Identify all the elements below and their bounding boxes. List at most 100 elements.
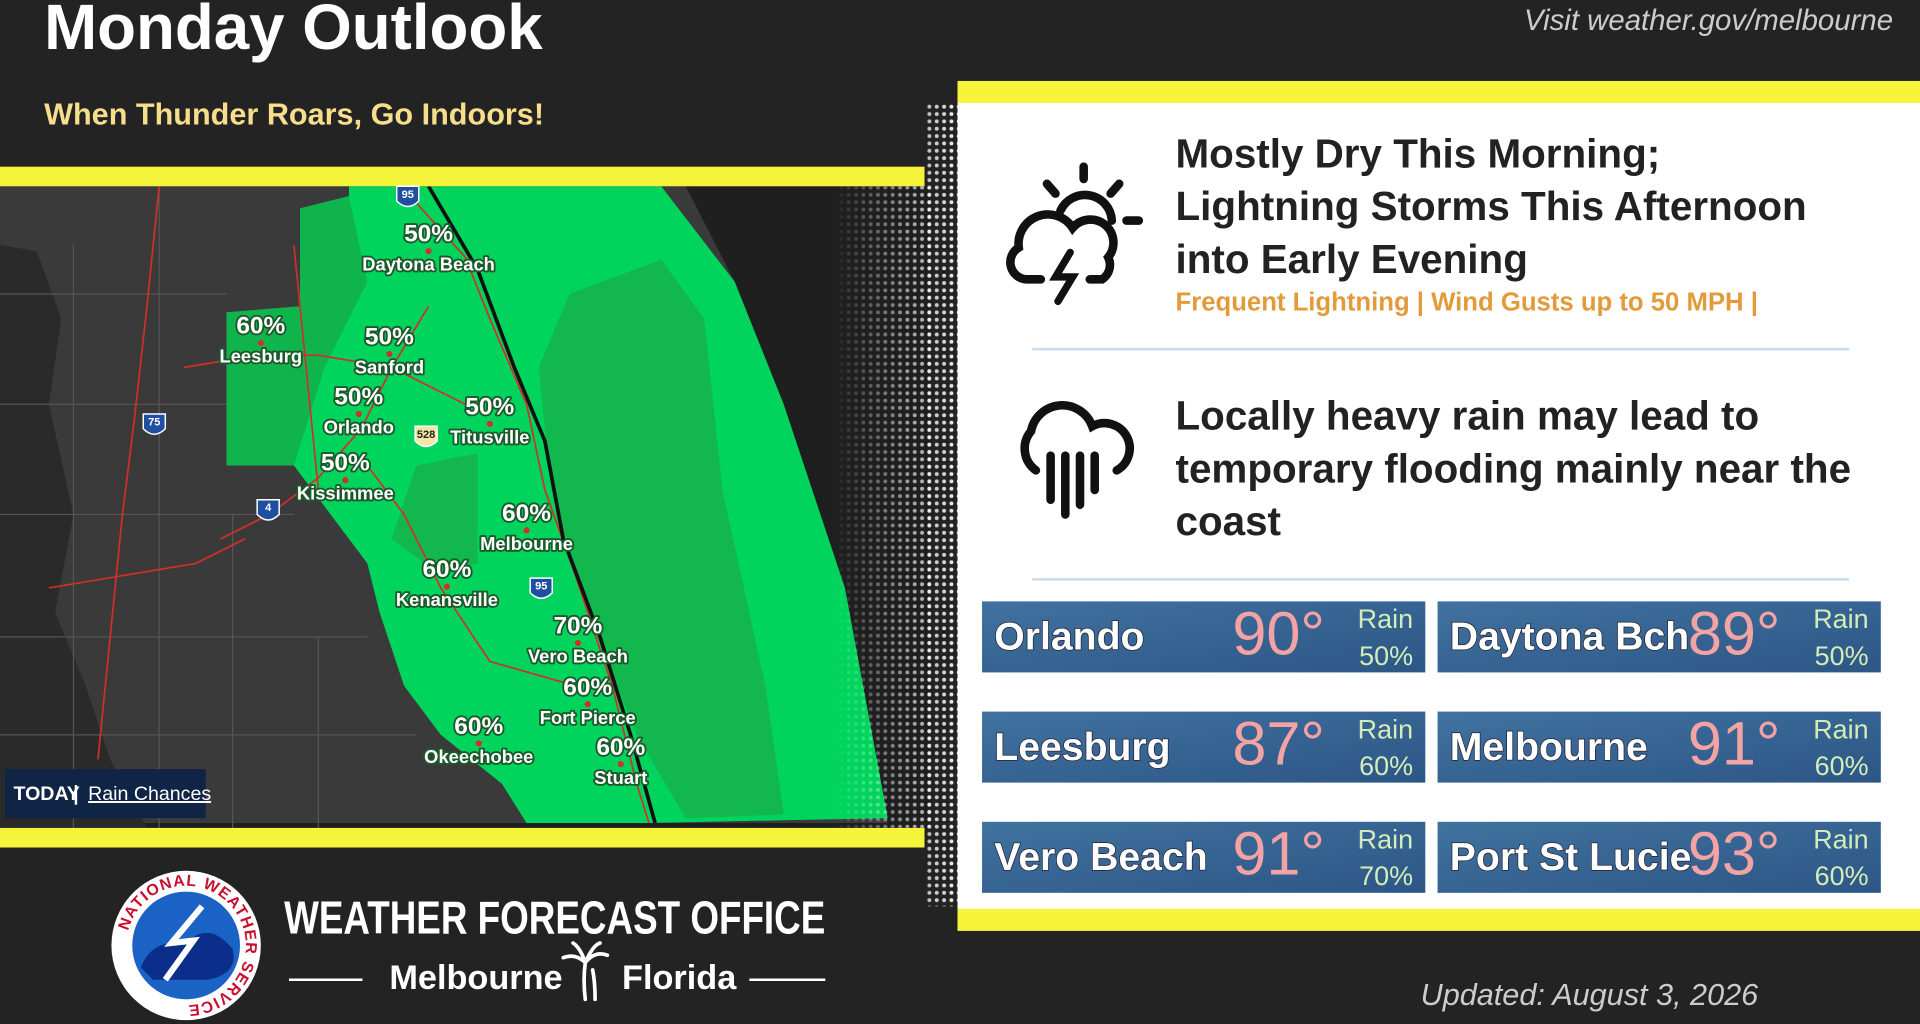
rain-area-dark	[226, 196, 368, 466]
card-temp: 91°	[1232, 820, 1325, 888]
county-lines	[0, 186, 417, 828]
roads	[48, 186, 650, 824]
card-rain-chance: 50%	[1359, 641, 1413, 671]
accent-bar	[0, 166, 925, 187]
title: Monday Outlook	[44, 0, 543, 63]
city-name: Titusville	[450, 426, 529, 447]
card-city: Vero Beach	[994, 836, 1207, 879]
city-card	[982, 601, 1426, 673]
city-name: Vero Beach	[528, 646, 628, 667]
office-city: Melbourne	[389, 959, 562, 997]
card-temp: 91°	[1688, 709, 1781, 777]
highway-shield	[142, 413, 167, 435]
city-dot	[584, 701, 591, 708]
card-temp: 87°	[1232, 709, 1325, 777]
city-name: Sanford	[355, 357, 424, 378]
highway-shield	[256, 499, 280, 521]
city-dot	[355, 410, 362, 418]
city-card	[1437, 821, 1881, 893]
rain-area-dark	[538, 259, 784, 819]
subtitle: When Thunder Roars, Go Indoors!	[44, 98, 544, 132]
city-card	[1437, 601, 1881, 673]
city-chance: 50%	[465, 393, 514, 420]
city-chance: 60%	[422, 556, 471, 583]
accent-bar	[0, 827, 925, 848]
city-card	[1437, 711, 1881, 783]
city-dot	[475, 740, 482, 747]
card-rain-chance: 70%	[1359, 861, 1413, 891]
map-gulf	[0, 245, 147, 828]
city-name: Okeechobee	[424, 746, 533, 767]
forecast-detail: Frequent Lightning | Wind Gusts up to 50…	[1176, 289, 1758, 317]
card-temp: 89°	[1688, 599, 1781, 667]
map-tag-box	[4, 769, 206, 819]
city-dot	[443, 583, 450, 590]
city-dot	[342, 477, 349, 484]
card-rain-label: Rain	[1813, 824, 1868, 854]
city-name: Daytona Beach	[362, 254, 495, 275]
rain-icon	[1020, 401, 1134, 519]
highway-number: 75	[148, 417, 160, 429]
city-dot	[486, 420, 493, 427]
card-rain-label: Rain	[1813, 714, 1868, 744]
city-dot	[257, 339, 264, 347]
city-chance: 50%	[321, 450, 370, 477]
card-rain-label: Rain	[1358, 604, 1413, 634]
forecast-headline: Mostly Dry This Morning;	[1176, 131, 1661, 177]
city-name: Melbourne	[480, 533, 573, 554]
city-chance: 60%	[454, 713, 503, 740]
card-rain-label: Rain	[1358, 824, 1413, 854]
city-chance: 50%	[404, 221, 453, 248]
city-name: Orlando	[324, 417, 394, 438]
card-rain-chance: 50%	[1815, 641, 1869, 671]
city-dot	[617, 761, 624, 768]
card-temp: 93°	[1688, 820, 1781, 888]
card-rain-chance: 60%	[1815, 751, 1869, 781]
highway-shield	[529, 577, 553, 600]
forecast-headline: temporary flooding mainly near the	[1176, 445, 1852, 491]
card-city: Daytona Bch	[1450, 616, 1689, 659]
map-label: Rain Chances	[88, 783, 211, 805]
card-temp: 90°	[1232, 599, 1325, 667]
halftone	[832, 186, 931, 828]
city-chance: 50%	[365, 324, 414, 351]
forecast-headline: coast	[1176, 498, 1282, 544]
city-card	[982, 821, 1426, 893]
highway-number: 4	[265, 502, 272, 514]
city-chance: 50%	[334, 384, 383, 411]
accent-bar	[957, 908, 1920, 931]
updated: Updated: August 3, 2026	[1421, 978, 1760, 1012]
forecast-headline: into Early Evening	[1176, 236, 1528, 282]
city-dot	[386, 350, 393, 358]
map-tag: TODAY	[13, 783, 79, 805]
city-chance: 60%	[563, 674, 612, 701]
card-city: Melbourne	[1450, 726, 1648, 769]
city-name: Stuart	[594, 767, 647, 788]
city-dot	[523, 527, 530, 534]
coastline	[426, 186, 657, 824]
card-city: Orlando	[994, 616, 1144, 659]
office-state: Florida	[622, 959, 737, 997]
highway-number: 95	[535, 581, 547, 593]
card-city: Leesburg	[994, 726, 1170, 769]
city-name: Fort Pierce	[540, 707, 636, 728]
card-rain-chance: 60%	[1815, 861, 1869, 891]
logo-bolt	[162, 904, 205, 982]
city-chance: 60%	[596, 734, 645, 761]
highway-shield	[396, 185, 420, 208]
logo-cloud	[140, 932, 234, 980]
accent-bar	[957, 80, 1920, 104]
city-dot	[425, 248, 432, 255]
panel	[957, 80, 1920, 931]
card-city: Port St Lucie	[1450, 836, 1692, 879]
rain-area-dark	[391, 453, 478, 576]
city-card	[982, 711, 1426, 783]
city-chance: 60%	[236, 313, 285, 340]
palm-icon	[561, 941, 610, 1002]
highway-shield	[414, 425, 438, 448]
city-chance: 60%	[502, 500, 551, 527]
map	[0, 186, 931, 828]
card-rain-label: Rain	[1813, 604, 1868, 634]
